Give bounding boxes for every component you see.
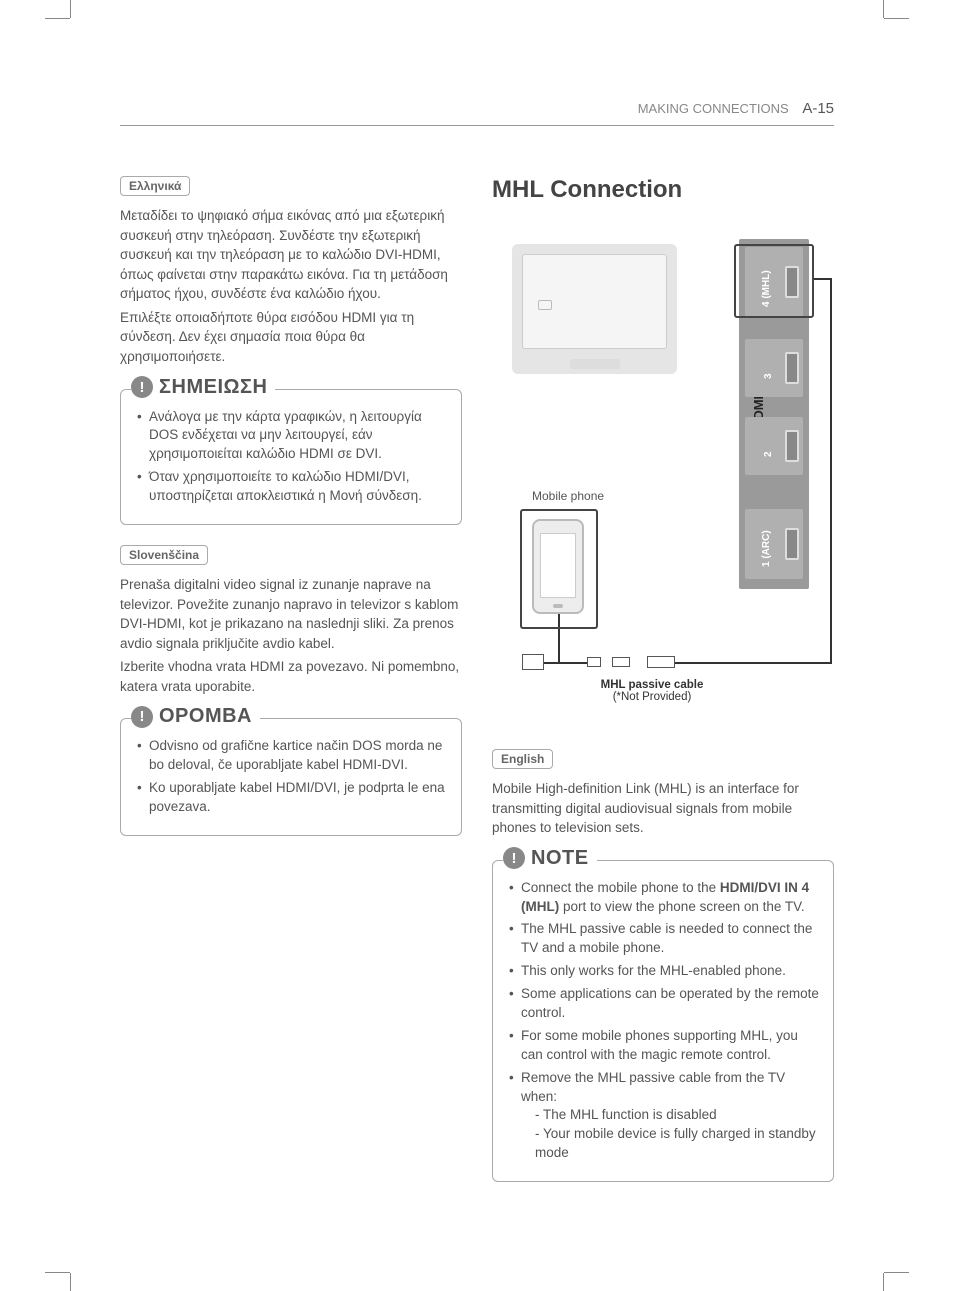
info-icon: ! xyxy=(131,376,153,398)
text: port to view the phone screen on the TV. xyxy=(559,899,804,914)
lang-tag-slov: Slovenščina xyxy=(120,545,208,565)
tv-icon xyxy=(512,244,677,374)
crop-mark xyxy=(884,1272,909,1273)
greek-para1: Μεταδίδει το ψηφιακό σήμα εικόνας από μι… xyxy=(120,206,462,304)
text: Remove the MHL passive cable from the TV… xyxy=(521,1070,785,1104)
crop-mark xyxy=(883,0,884,18)
slov-para2: Izberite vhodna vrata HDMI za povezavo. … xyxy=(120,657,462,696)
port-label: 1 (ARC) xyxy=(761,530,772,567)
cable-caption: MHL passive cable (*Not Provided) xyxy=(562,679,742,703)
cable-line xyxy=(667,662,832,664)
lang-tag-greek: Ελληνικά xyxy=(120,176,190,196)
tv-screen xyxy=(522,254,667,349)
crop-mark xyxy=(45,18,70,19)
note-list-english: Connect the mobile phone to the HDMI/DVI… xyxy=(507,879,819,1163)
note-title: ΣΗΜΕΙΩΣΗ xyxy=(159,376,267,399)
list-item: Connect the mobile phone to the HDMI/DVI… xyxy=(507,879,819,917)
list-item: Όταν χρησιμοποιείτε το καλώδιο HDMI/DVI,… xyxy=(135,468,447,506)
hdmi-slot-icon xyxy=(785,352,799,384)
note-title: OPOMBA xyxy=(159,705,252,728)
section-title: MHL Connection xyxy=(492,176,834,204)
list-item: Ko uporabljate kabel HDMI/DVI, je podprt… xyxy=(135,779,447,817)
info-icon: ! xyxy=(503,847,525,869)
slov-para1: Prenaša digitalni video signal iz zunanj… xyxy=(120,575,462,653)
crop-mark xyxy=(70,0,71,18)
page-header: MAKING CONNECTIONS A-15 xyxy=(120,100,834,126)
crop-mark xyxy=(883,1273,884,1291)
phone-label: Mobile phone xyxy=(532,489,604,503)
micro-connector-icon xyxy=(612,657,630,667)
mhl-diagram: 4 (MHL) HDMI/DVI IN 3 2 xyxy=(492,234,834,724)
info-icon: ! xyxy=(131,706,153,728)
cable-note: (*Not Provided) xyxy=(613,691,692,703)
highlight-box xyxy=(734,244,814,318)
text: Connect the mobile phone to the xyxy=(521,880,720,895)
lang-tag-english: English xyxy=(492,749,553,769)
tv-stand xyxy=(570,359,620,369)
port-2: 2 xyxy=(745,417,803,475)
note-title: NOTE xyxy=(531,847,589,870)
note-list-greek: Ανάλογα με την κάρτα γραφικών, η λειτουρ… xyxy=(135,408,447,506)
cable-name: MHL passive cable xyxy=(601,679,704,691)
list-item: The MHL passive cable is needed to conne… xyxy=(507,920,819,958)
hdmi-connector-icon xyxy=(647,656,675,668)
page: MAKING CONNECTIONS A-15 Ελληνικά Μεταδίδ… xyxy=(0,0,954,1291)
list-item: Ανάλογα με την κάρτα γραφικών, η λειτουρ… xyxy=(135,408,447,465)
cable-line xyxy=(830,278,832,664)
note-list-slov: Odvisno od grafične kartice način DOS mo… xyxy=(135,737,447,817)
list-item: For some mobile phones supporting MHL, y… xyxy=(507,1027,819,1065)
list-item: Odvisno od grafične kartice način DOS mo… xyxy=(135,737,447,775)
hdmi-slot-icon xyxy=(785,528,799,560)
phone-icon xyxy=(532,519,584,614)
header-section: MAKING CONNECTIONS xyxy=(638,101,789,116)
note-title-wrap: ! NOTE xyxy=(503,847,597,870)
right-column: MHL Connection 4 (MHL) HDMI/DVI IN xyxy=(492,176,834,1202)
content-columns: Ελληνικά Μεταδίδει το ψηφιακό σήμα εικόν… xyxy=(60,176,894,1202)
left-column: Ελληνικά Μεταδίδει το ψηφιακό σήμα εικόν… xyxy=(120,176,462,1202)
hdmi-slot-icon xyxy=(785,430,799,462)
list-item: Some applications can be operated by the… xyxy=(507,985,819,1023)
note-title-wrap: ! OPOMBA xyxy=(131,705,260,728)
micro-connector-icon xyxy=(587,657,601,667)
note-box-greek: ! ΣΗΜΕΙΩΣΗ Ανάλογα με την κάρτα γραφικών… xyxy=(120,389,462,525)
note-title-wrap: ! ΣΗΜΕΙΩΣΗ xyxy=(131,376,275,399)
crop-mark xyxy=(45,1272,70,1273)
note-box-english: ! NOTE Connect the mobile phone to the H… xyxy=(492,860,834,1182)
note-box-slov: ! OPOMBA Odvisno od grafične kartice nač… xyxy=(120,718,462,836)
crop-mark xyxy=(70,1273,71,1291)
list-item: This only works for the MHL-enabled phon… xyxy=(507,962,819,981)
crop-mark xyxy=(884,18,909,19)
english-para: Mobile High-definition Link (MHL) is an … xyxy=(492,779,834,838)
sub-item: - Your mobile device is fully charged in… xyxy=(521,1125,819,1163)
port-label: 3 xyxy=(763,373,774,379)
list-item: Remove the MHL passive cable from the TV… xyxy=(507,1069,819,1163)
greek-para2: Επιλέξτε οποιαδήποτε θύρα εισόδου HDMI γ… xyxy=(120,308,462,367)
page-number: A-15 xyxy=(802,100,834,117)
port-1-arc: 1 (ARC) xyxy=(745,509,803,579)
usb-connector-icon xyxy=(522,654,544,670)
sub-item: - The MHL function is disabled xyxy=(521,1106,819,1125)
port-label: 2 xyxy=(763,451,774,457)
port-3: 3 xyxy=(745,339,803,397)
